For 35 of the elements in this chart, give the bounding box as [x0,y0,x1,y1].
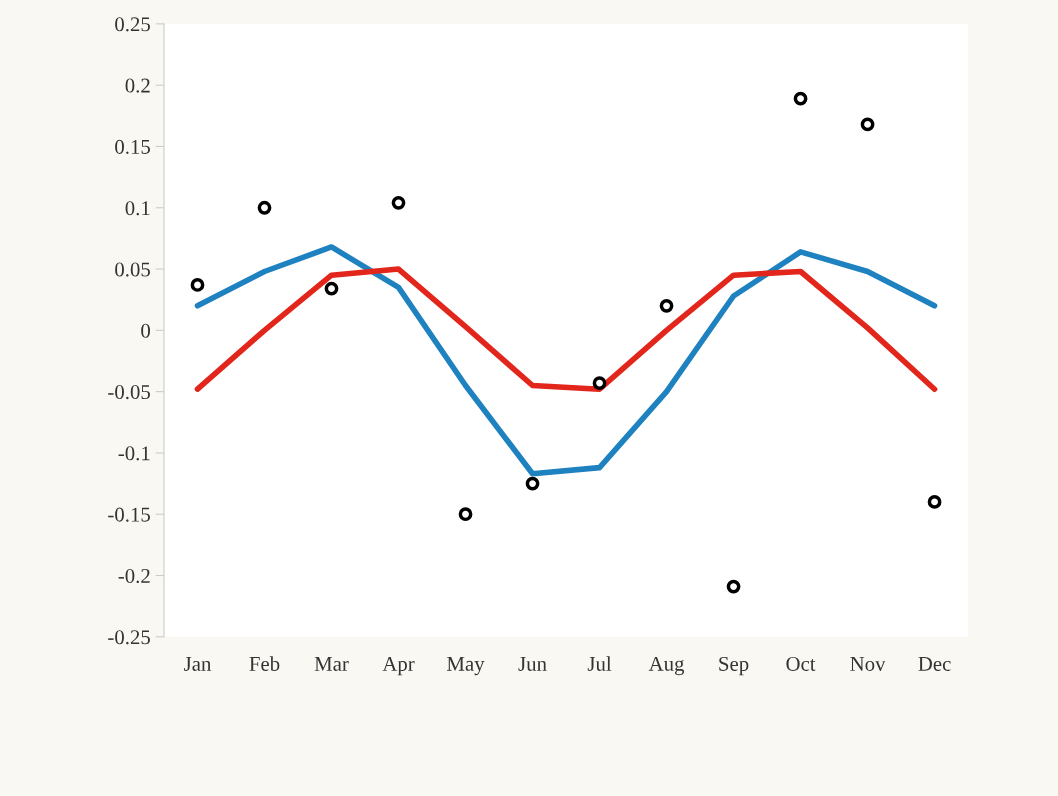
point [458,507,473,522]
x-tick-label: Apr [382,656,415,676]
y-tick-label: 0 [141,323,150,338]
y-tick-label: 0.05 [115,262,150,277]
y-tick-label: 0.2 [125,78,150,93]
x-tick-label: Dec [918,657,951,671]
y-tick-label: 0.15 [115,139,150,154]
point [257,200,272,215]
y-tick-label: -0.2 [118,568,150,584]
x-tick-label: Oct [786,656,816,671]
x-tick-label: Aug [648,656,685,676]
point [726,579,741,594]
y-tick-label: -0.15 [108,507,150,522]
x-tick-label: Nov [850,657,886,671]
point [860,117,875,132]
y-tick-label: -0.1 [118,446,150,461]
x-tick-label: May [447,657,485,676]
x-tick-label: Mar [314,657,349,671]
point [190,278,205,292]
x-tick-label: Jan [184,657,212,671]
point [592,376,607,390]
x-tick-label: Jul [587,656,612,671]
y-tick-label: -0.25 [108,630,150,645]
y-tick-label: 0.25 [115,17,150,32]
point [793,91,808,106]
x-tick-label: Feb [249,656,280,671]
x-tick-label: Jun [518,657,547,671]
point [324,281,339,296]
point [391,195,406,210]
x-tick-label: Sep [719,656,749,676]
point [927,495,942,509]
point [525,476,540,491]
y-tick-label: 0.1 [125,201,150,216]
point [659,298,674,313]
y-tick-label: -0.05 [108,385,150,400]
